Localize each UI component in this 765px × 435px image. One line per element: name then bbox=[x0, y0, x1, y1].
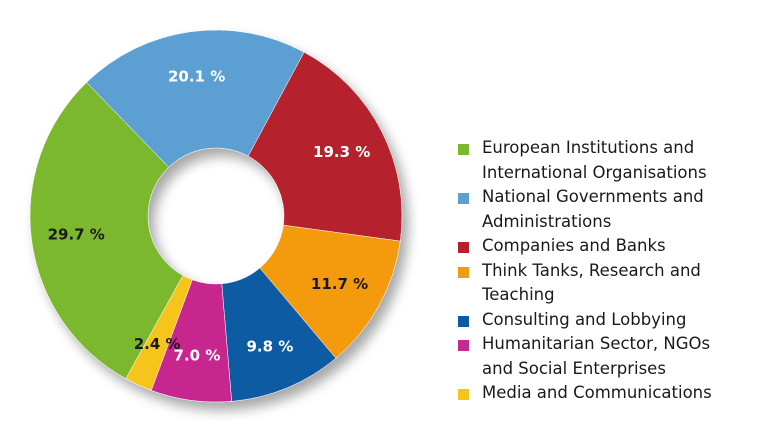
donut-slice-2 bbox=[86, 29, 305, 168]
legend-label-2: National Governments and Administrations bbox=[482, 187, 704, 231]
legend-item-1: European Institutions and International … bbox=[458, 136, 758, 185]
legend-item-2: National Governments and Administrations bbox=[458, 185, 758, 234]
legend-item-5: Consulting and Lobbying bbox=[458, 308, 758, 333]
legend-swatch-4 bbox=[458, 266, 469, 278]
slice-value-label-7: 2.4 % bbox=[134, 335, 181, 353]
slice-value-label-5: 9.8 % bbox=[246, 337, 293, 355]
legend-swatch-3 bbox=[458, 242, 469, 253]
donut-chart: 29.7 % 20.1 % 19.3 % 11.7 % 9.8 % 7.0 % 2.4 % bbox=[29, 29, 403, 403]
legend-swatch-5 bbox=[458, 315, 469, 327]
legend-item-4: Think Tanks, Research and Teaching bbox=[458, 259, 758, 308]
slice-value-label-4: 11.7 % bbox=[311, 275, 368, 293]
legend-swatch-7 bbox=[458, 389, 469, 400]
legend-item-3: Companies and Banks bbox=[458, 234, 758, 259]
donut-slice-3 bbox=[247, 51, 403, 242]
slice-value-label-2: 20.1 % bbox=[168, 67, 225, 85]
legend-item-7: Media and Communications bbox=[458, 381, 758, 406]
donut-slice-4 bbox=[259, 224, 401, 359]
slice-value-label-1: 29.7 % bbox=[48, 226, 105, 244]
donut-svg: 29.7 % 20.1 % 19.3 % 11.7 % 9.8 % 7.0 %2.4 % bbox=[29, 29, 403, 403]
legend-item-6: Humanitarian Sector, NGOs and Social Ent… bbox=[458, 332, 758, 381]
legend-label-7: Media and Communications bbox=[482, 383, 712, 402]
legend-label-5: Consulting and Lobbying bbox=[482, 309, 687, 329]
legend-label-1: European Institutions and International … bbox=[482, 138, 707, 182]
slice-value-label-3: 19.3 % bbox=[313, 143, 370, 161]
legend: European Institutions and International … bbox=[458, 136, 758, 406]
legend-swatch-2 bbox=[458, 193, 469, 204]
donut-slice-7 bbox=[125, 275, 193, 391]
legend-swatch-1 bbox=[458, 144, 469, 155]
legend-swatch-6 bbox=[458, 340, 469, 351]
donut-slice-1 bbox=[29, 82, 184, 380]
slice-value-label-6: 7.0 % bbox=[174, 347, 221, 365]
legend-label-4: Think Tanks, Research and Teaching bbox=[482, 260, 701, 305]
legend-label-3: Companies and Banks bbox=[482, 236, 666, 255]
legend-label-6: Humanitarian Sector, NGOs and Social Ent… bbox=[482, 334, 711, 378]
